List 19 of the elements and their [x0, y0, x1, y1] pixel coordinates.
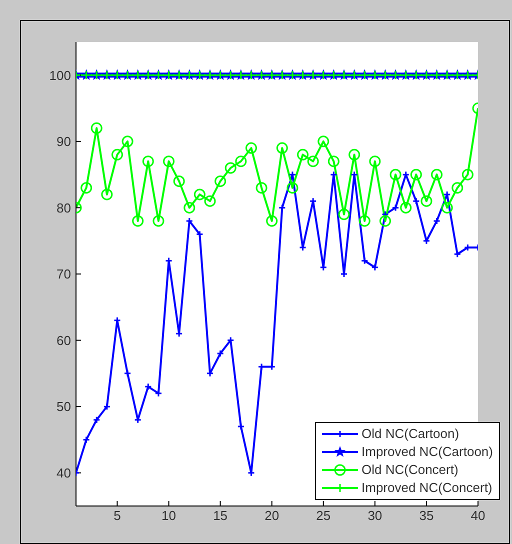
x-tick-label: 40	[470, 508, 486, 524]
y-tick-label: 60	[56, 332, 71, 348]
y-tick-label: 70	[56, 266, 71, 282]
legend-label: Old NC(Concert)	[362, 461, 458, 479]
x-tick-label: 20	[264, 508, 280, 524]
x-tick-label: 25	[316, 508, 331, 524]
y-tick-label: 100	[49, 68, 71, 83]
x-tick-label: 5	[114, 508, 121, 524]
legend-label: Old NC(Cartoon)	[362, 425, 460, 443]
x-tick-label: 35	[419, 508, 434, 524]
x-tick-label: 10	[162, 508, 176, 524]
y-tick-label: 80	[56, 200, 71, 216]
y-tick-label: 50	[56, 399, 71, 414]
x-tick-label: 30	[368, 508, 382, 524]
y-tick-label: 90	[56, 134, 71, 150]
y-tick-label: 40	[56, 465, 71, 480]
legend-label: Improved NC(Cartoon)	[362, 443, 493, 461]
legend-label: Improved NC(Concert)	[362, 479, 492, 497]
x-tick-label: 15	[213, 508, 228, 524]
